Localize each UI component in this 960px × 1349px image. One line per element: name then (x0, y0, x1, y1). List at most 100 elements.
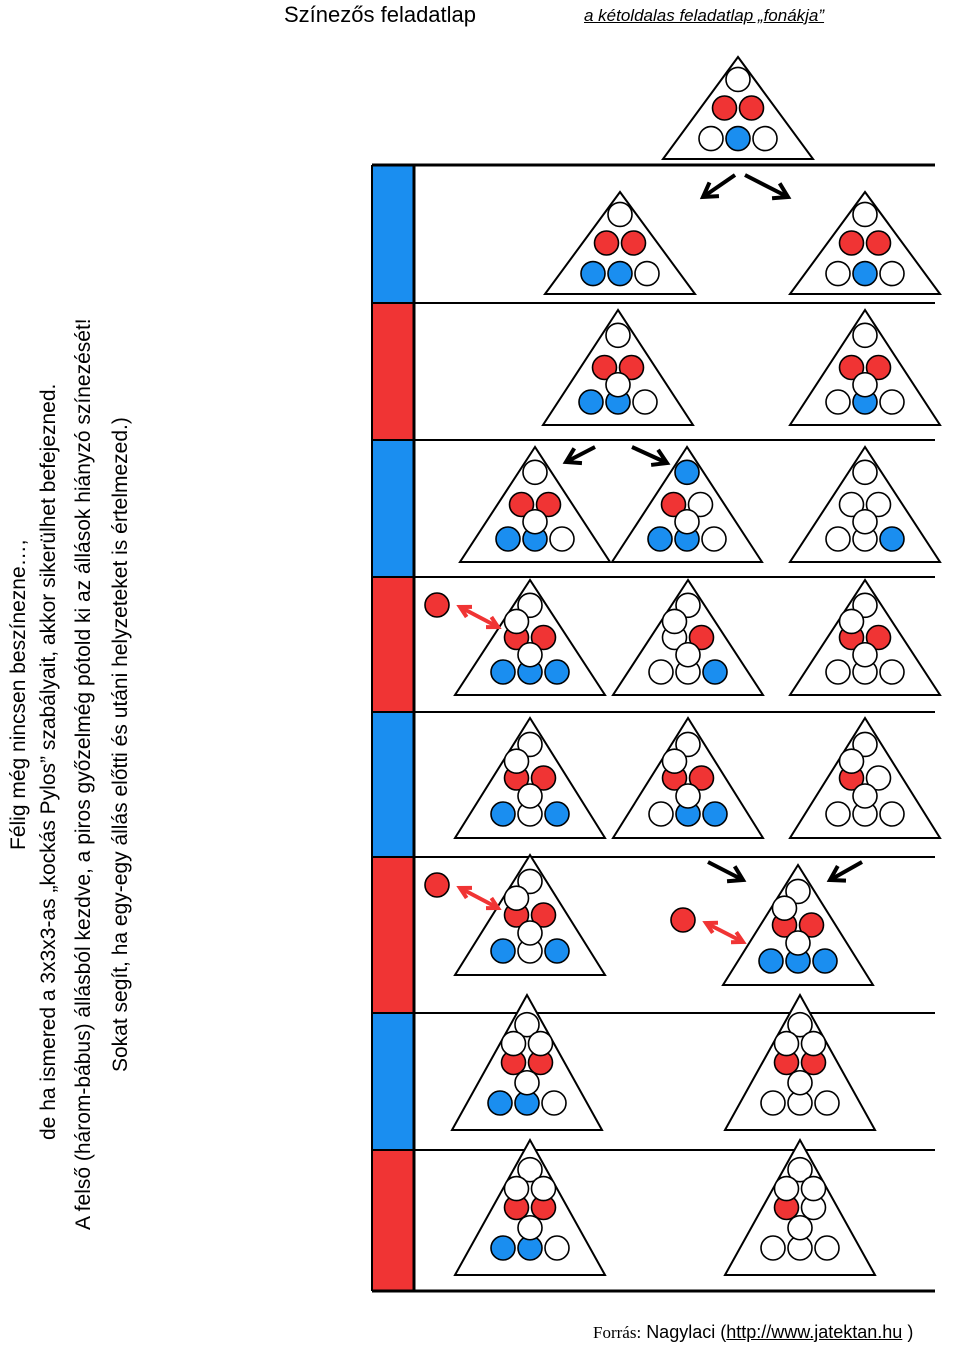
turn-stripe-red (373, 1150, 413, 1291)
red-ball (660, 491, 687, 518)
black-arrow-icon (631, 445, 668, 465)
upper-level-ball (852, 783, 878, 809)
black-arrowhead-icon (650, 448, 671, 467)
blue-ball (879, 526, 905, 552)
upper-level-ball (852, 508, 878, 535)
spare-red-ball (424, 592, 450, 618)
turn-stripe-blue (373, 165, 413, 303)
blue-ball (495, 526, 521, 552)
black-arrow-icon (707, 860, 744, 882)
red-ball (508, 491, 535, 518)
red-ball (688, 624, 715, 651)
upper-level-ball (785, 930, 811, 956)
upper-level-ball (517, 641, 543, 668)
black-arrow-icon (829, 860, 863, 882)
empty-ball (852, 201, 878, 228)
empty-ball (852, 322, 878, 349)
page-subtitle: a kétoldalas feladatlap „fonákja” (584, 6, 825, 25)
turn-stripe-red (373, 303, 413, 440)
source-link[interactable]: http://www.jatektan.hu (726, 1322, 903, 1342)
empty-ball (517, 731, 543, 758)
blue-ball (647, 526, 673, 552)
empty-ball (648, 801, 674, 827)
upper-level-ball (527, 1030, 554, 1057)
empty-ball (785, 878, 811, 905)
blue-ball (852, 260, 878, 287)
empty-ball (632, 389, 658, 415)
red-arrowhead-icon (456, 604, 473, 619)
black-arrow-icon (701, 173, 737, 199)
empty-ball (725, 66, 751, 93)
turn-stripe-blue (373, 440, 413, 577)
blue-ball (544, 659, 570, 685)
red-arrowhead-icon (730, 930, 747, 945)
black-arrowhead-icon (826, 865, 847, 883)
blue-ball (487, 1090, 513, 1116)
empty-ball (544, 1235, 570, 1261)
black-arrowhead-icon (699, 181, 720, 200)
empty-ball (752, 125, 778, 152)
red-arrow-icon (459, 886, 499, 910)
blue-ball (758, 948, 784, 974)
empty-ball (698, 125, 724, 152)
empty-ball (825, 659, 851, 685)
empty-ball (852, 459, 878, 486)
empty-ball (879, 389, 905, 415)
red-ball (530, 902, 557, 928)
empty-ball (879, 659, 905, 685)
empty-ball (514, 1011, 540, 1038)
empty-ball (838, 491, 865, 518)
blue-ball (490, 1235, 516, 1261)
upper-level-ball (800, 1175, 827, 1202)
empty-ball (517, 868, 543, 895)
blue-ball (490, 938, 516, 964)
red-ball (838, 230, 865, 256)
red-ball (620, 230, 647, 256)
turn-stripe-blue (373, 1013, 413, 1150)
blue-ball (812, 948, 838, 974)
upper-level-ball (675, 641, 701, 668)
empty-ball (607, 201, 633, 228)
source-close: ) (907, 1322, 914, 1342)
empty-ball (549, 526, 575, 552)
upper-level-ball (661, 608, 688, 635)
red-ball (865, 354, 892, 381)
empty-ball (814, 1235, 840, 1261)
upper-level-ball (530, 1175, 557, 1202)
upper-level-ball (771, 895, 798, 922)
red-ball (593, 230, 620, 256)
red-ball (530, 765, 557, 791)
black-arrow-icon (744, 173, 789, 199)
upper-level-ball (675, 783, 701, 809)
page-title: Színezős feladatlap (284, 2, 477, 27)
upper-level-ball (503, 885, 530, 912)
upper-level-ball (503, 1175, 530, 1202)
source-credit: Forrás: Nagylaci (http://www.jatektan.hu… (593, 1322, 913, 1343)
empty-ball (825, 389, 851, 415)
empty-ball (825, 526, 851, 552)
upper-level-ball (503, 608, 530, 635)
upper-level-ball (522, 508, 548, 535)
upper-level-ball (800, 1030, 827, 1057)
empty-ball (787, 1156, 813, 1183)
red-ball (865, 230, 892, 256)
black-arrowhead-icon (771, 182, 792, 201)
upper-level-ball (773, 1175, 800, 1202)
red-arrowhead-icon (702, 920, 719, 935)
blue-ball (544, 938, 570, 964)
red-ball (798, 912, 825, 938)
upper-level-ball (787, 1069, 813, 1096)
red-ball (591, 354, 618, 381)
empty-ball (605, 322, 631, 349)
empty-ball (675, 731, 701, 758)
empty-ball (825, 260, 851, 287)
upper-level-ball (852, 371, 878, 398)
spare-red-ball (670, 907, 696, 933)
blue-ball (490, 659, 516, 685)
empty-ball (760, 1090, 786, 1116)
upper-level-ball (773, 1030, 800, 1057)
blue-ball (702, 659, 728, 685)
blue-ball (702, 801, 728, 827)
red-arrow-icon (705, 921, 744, 944)
source-label: Forrás: (593, 1323, 642, 1342)
